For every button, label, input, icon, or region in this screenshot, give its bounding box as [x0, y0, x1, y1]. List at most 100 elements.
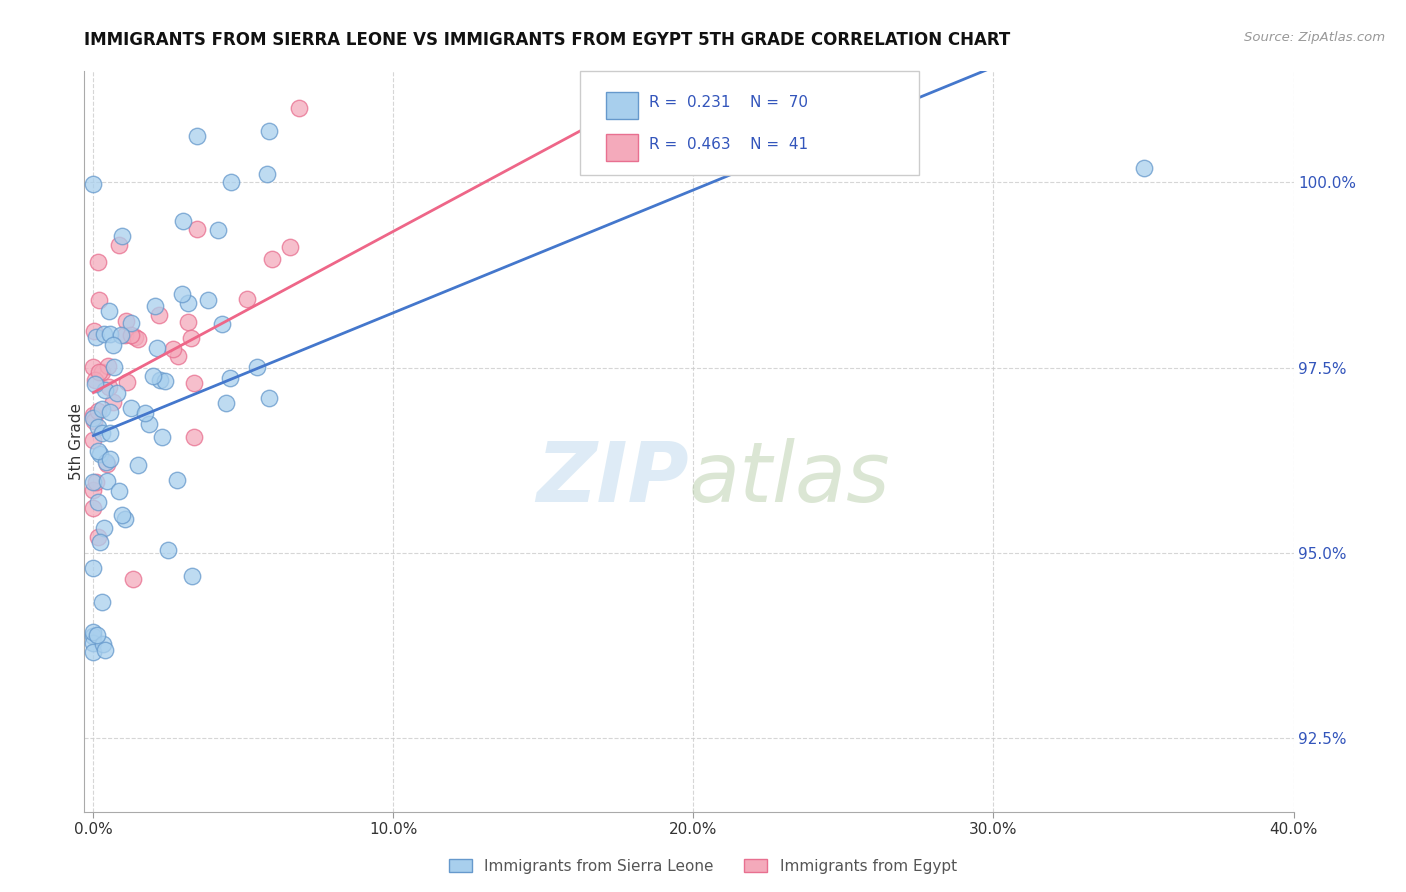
Point — [114, 328, 136, 343]
Point — [98, 327, 121, 342]
Text: atlas: atlas — [689, 438, 890, 519]
Point — [94, 643, 117, 657]
Point — [207, 223, 229, 237]
FancyBboxPatch shape — [581, 71, 918, 175]
Point — [219, 175, 242, 189]
Point — [93, 384, 115, 398]
Point — [162, 342, 184, 356]
Point — [215, 395, 238, 409]
Point — [82, 483, 104, 497]
Point — [82, 644, 104, 658]
Point — [91, 425, 114, 440]
Point — [82, 177, 104, 191]
Point — [82, 359, 104, 374]
Point — [82, 629, 104, 643]
Point — [288, 102, 311, 116]
Point — [87, 443, 110, 458]
Point — [166, 349, 188, 363]
Point — [101, 338, 124, 352]
Point — [166, 473, 188, 487]
Point — [98, 405, 121, 419]
Point — [89, 446, 111, 460]
Point — [89, 535, 111, 549]
Point — [90, 594, 112, 608]
Text: R =  0.231    N =  70: R = 0.231 N = 70 — [650, 95, 808, 111]
Point — [186, 128, 208, 143]
Point — [98, 452, 121, 467]
Point — [138, 417, 160, 432]
Point — [259, 391, 281, 405]
Point — [127, 332, 149, 346]
Point — [124, 330, 146, 344]
Point — [148, 373, 170, 387]
Point — [101, 395, 124, 409]
FancyBboxPatch shape — [606, 92, 638, 120]
Y-axis label: 5th Grade: 5th Grade — [69, 403, 83, 480]
Point — [96, 457, 118, 471]
Point — [84, 330, 107, 344]
Point — [98, 304, 121, 318]
Point — [82, 501, 104, 516]
Point — [177, 315, 200, 329]
Point — [257, 124, 280, 138]
Point — [682, 153, 704, 168]
Point — [93, 521, 115, 535]
Point — [97, 359, 120, 373]
FancyBboxPatch shape — [606, 134, 638, 161]
Point — [186, 222, 208, 236]
Point — [143, 299, 166, 313]
Point — [111, 228, 134, 243]
Point — [120, 328, 142, 343]
Point — [98, 380, 121, 394]
Point — [82, 560, 104, 574]
Point — [236, 292, 259, 306]
Point — [256, 168, 278, 182]
Text: ZIP: ZIP — [536, 438, 689, 519]
Point — [94, 454, 117, 468]
Point — [181, 569, 204, 583]
Point — [111, 508, 134, 522]
Point — [183, 429, 205, 443]
Point — [82, 625, 104, 640]
Point — [114, 512, 136, 526]
Point — [108, 238, 131, 252]
Point — [89, 365, 111, 379]
Point — [157, 543, 180, 558]
Point — [172, 286, 194, 301]
Point — [103, 360, 125, 375]
Point — [87, 494, 110, 508]
Point — [87, 255, 110, 269]
Point — [87, 293, 110, 307]
Point — [120, 316, 142, 330]
Point — [96, 475, 118, 489]
Point — [82, 433, 104, 447]
Point — [127, 458, 149, 472]
Point — [82, 411, 104, 425]
Point — [93, 326, 115, 341]
Point — [262, 252, 284, 266]
Point — [150, 430, 173, 444]
Point — [84, 475, 107, 490]
Point — [87, 530, 110, 544]
Point — [1132, 161, 1154, 175]
Point — [246, 359, 269, 374]
Point — [87, 404, 110, 418]
Point — [122, 572, 145, 586]
Point — [153, 374, 176, 388]
Point — [84, 377, 107, 392]
Point — [142, 369, 165, 384]
Point — [98, 426, 121, 441]
Point — [172, 214, 194, 228]
Point — [197, 293, 219, 308]
Point — [91, 365, 114, 379]
Point — [82, 475, 104, 489]
Point — [219, 371, 242, 385]
Point — [105, 386, 128, 401]
Point — [148, 308, 170, 322]
Point — [108, 484, 131, 499]
Point — [115, 313, 138, 327]
Point — [83, 414, 105, 428]
Point — [82, 636, 104, 650]
Point — [180, 330, 202, 344]
Point — [115, 376, 138, 390]
